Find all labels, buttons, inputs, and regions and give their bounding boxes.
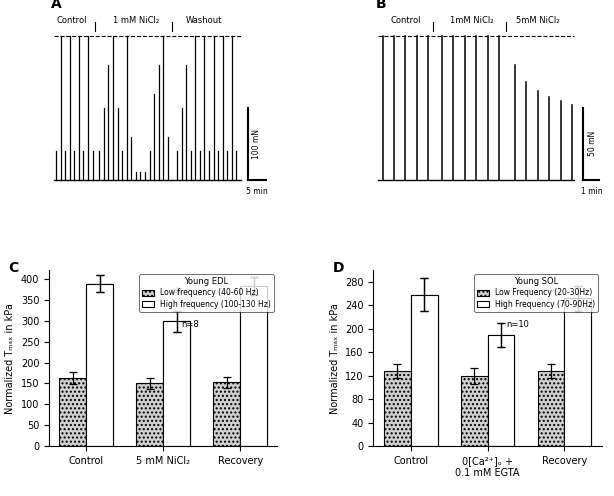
Bar xyxy=(488,335,515,446)
Bar xyxy=(60,378,87,446)
Bar xyxy=(213,382,240,446)
Text: n=8: n=8 xyxy=(182,319,200,328)
Text: D: D xyxy=(332,261,344,275)
Text: 5 min: 5 min xyxy=(246,186,268,196)
Y-axis label: Normalized Tₘₐₓ in kPa: Normalized Tₘₐₓ in kPa xyxy=(330,303,340,414)
Bar xyxy=(384,371,411,446)
Text: 5mM NiCl₂: 5mM NiCl₂ xyxy=(516,16,559,25)
Bar xyxy=(240,286,267,446)
Text: 50 mN: 50 mN xyxy=(588,131,597,156)
Bar xyxy=(87,284,114,446)
Text: C: C xyxy=(8,261,18,275)
Bar xyxy=(460,376,488,446)
Text: A: A xyxy=(52,0,62,11)
Y-axis label: Normalized Tₘₐₓ in kPa: Normalized Tₘₐₓ in kPa xyxy=(5,303,15,414)
Legend: Low frequency (40-60 Hz), High frequency (100-130 Hz): Low frequency (40-60 Hz), High frequency… xyxy=(139,274,274,312)
Text: *: * xyxy=(497,298,505,316)
Bar xyxy=(564,299,591,446)
Text: n=10: n=10 xyxy=(506,319,529,328)
Legend: Low Frequency (20-30Hz), High Frequency (70-90Hz): Low Frequency (20-30Hz), High Frequency … xyxy=(474,274,598,312)
Text: Control: Control xyxy=(390,16,421,25)
Bar xyxy=(163,321,190,446)
Bar xyxy=(411,295,438,446)
Bar xyxy=(240,286,267,446)
Text: B: B xyxy=(376,0,386,11)
Bar xyxy=(136,383,163,446)
Bar xyxy=(564,299,591,446)
Text: 1 min: 1 min xyxy=(581,186,602,196)
Bar xyxy=(163,321,190,446)
Bar xyxy=(411,295,438,446)
Text: Control: Control xyxy=(56,16,87,25)
Text: *: * xyxy=(173,286,181,304)
Text: 1 mM NiCl₂: 1 mM NiCl₂ xyxy=(113,16,159,25)
Text: Washout: Washout xyxy=(186,16,223,25)
Bar xyxy=(537,371,564,446)
Bar xyxy=(87,284,114,446)
Bar xyxy=(488,335,515,446)
Text: 100 mN: 100 mN xyxy=(252,129,262,159)
Text: 1mM NiCl₂: 1mM NiCl₂ xyxy=(450,16,493,25)
